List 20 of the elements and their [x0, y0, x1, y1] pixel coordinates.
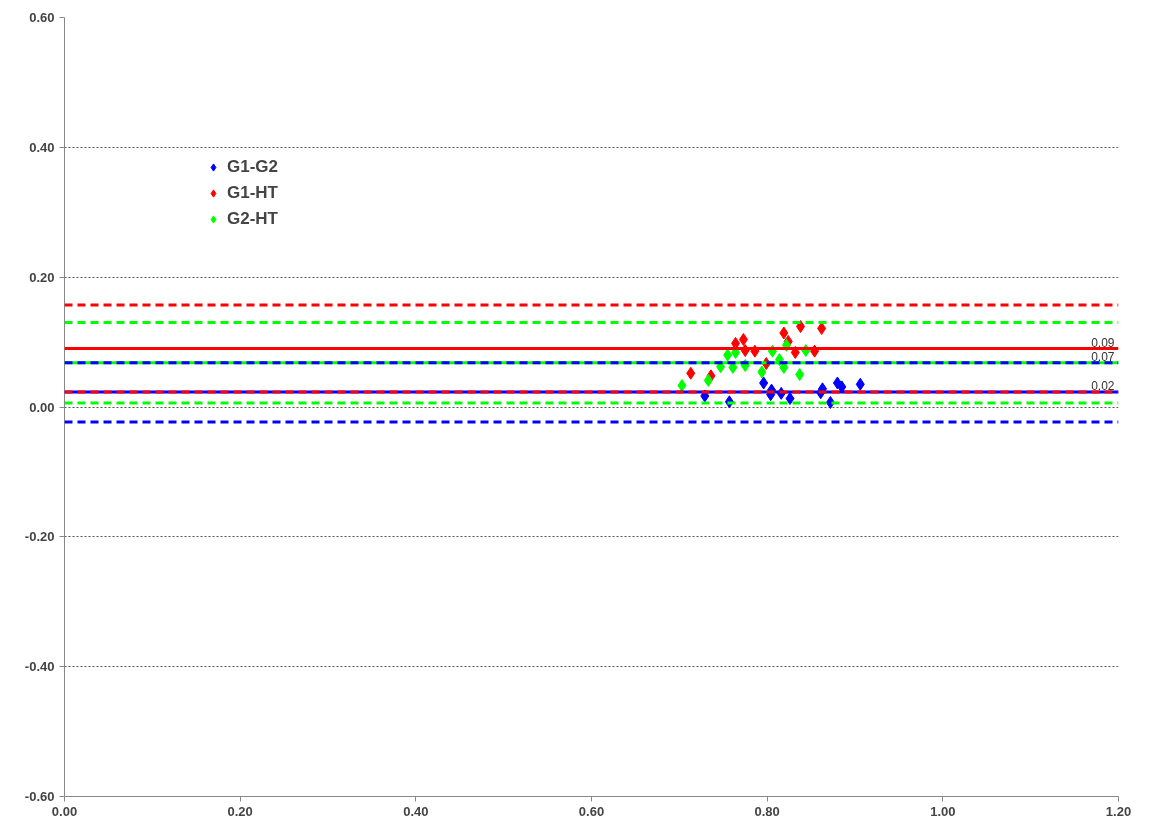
y-tick-label: 0.20 [29, 269, 55, 285]
x-tick-label: 0.20 [227, 803, 253, 819]
x-tick-label: 0.80 [754, 803, 780, 819]
x-tick-label: 0.40 [403, 803, 429, 819]
x-tick-label: 1.20 [1105, 803, 1132, 819]
x-tick-label: 0.00 [51, 803, 78, 819]
ref-line-label: 0.02 [1091, 379, 1115, 394]
y-tick-label: 0.00 [29, 399, 55, 415]
legend-label: G2-HT [227, 209, 278, 229]
y-tick-label: -0.20 [24, 529, 55, 545]
x-tick-label: 0.60 [578, 803, 605, 819]
legend-label: G1-HT [227, 183, 278, 203]
ref-line-label: 0.07 [1091, 349, 1115, 364]
ref-line-label: 0.09 [1091, 335, 1115, 350]
x-tick-label: 1.00 [930, 803, 956, 819]
y-tick-label: 0.60 [29, 10, 55, 25]
y-tick-label: -0.60 [24, 789, 55, 804]
y-tick-label: 0.40 [29, 139, 55, 155]
legend-label: G1-G2 [227, 157, 279, 177]
y-tick-label: -0.40 [24, 659, 55, 675]
